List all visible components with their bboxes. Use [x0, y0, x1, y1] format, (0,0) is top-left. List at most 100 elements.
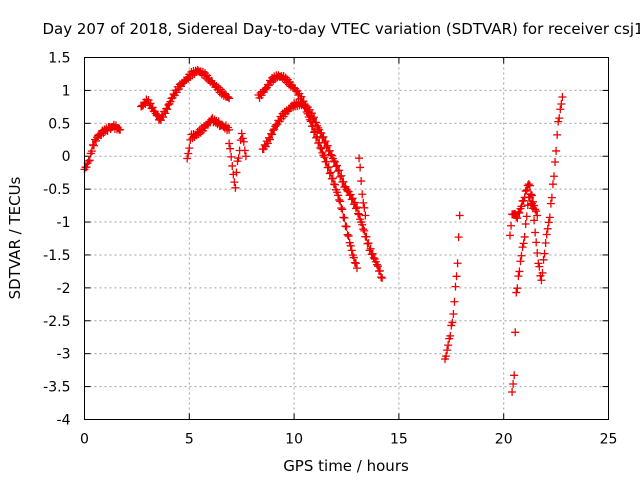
- data-point: [546, 199, 555, 208]
- data-point: [337, 204, 346, 213]
- data-point: [88, 140, 97, 149]
- data-point: [225, 94, 234, 103]
- data-point: [339, 177, 348, 186]
- data-point: [522, 186, 531, 195]
- series-arc-e: [254, 71, 361, 273]
- data-point: [329, 157, 338, 166]
- data-point: [451, 282, 460, 291]
- y-tick-label: -1: [57, 215, 71, 231]
- x-tick-label: 20: [495, 432, 513, 448]
- series-arc-b: [137, 65, 234, 125]
- data-point: [508, 387, 517, 396]
- data-point: [342, 222, 351, 231]
- data-point: [558, 92, 567, 101]
- y-tick-labels: -4 -3.5 -3 -2.5 -2 -1.5 -1 -0.5 0 0.5 1 1.5: [43, 51, 70, 429]
- data-point: [453, 259, 462, 268]
- data-point: [334, 167, 343, 176]
- data-point: [317, 144, 326, 153]
- data-point: [366, 244, 375, 253]
- data-point: [518, 243, 527, 252]
- data-point: [232, 168, 241, 177]
- y-tick-label: -3: [57, 347, 71, 363]
- series-arc-c: [183, 114, 234, 163]
- data-point: [526, 190, 535, 199]
- x-tick-label: 25: [600, 432, 618, 448]
- y-axis-label: SDTVAR / TECUs: [6, 176, 24, 299]
- data-point: [328, 174, 337, 183]
- data-point: [351, 259, 360, 268]
- data-point: [343, 230, 352, 239]
- data-point: [240, 146, 249, 155]
- data-point: [323, 141, 332, 150]
- data-point: [336, 197, 345, 206]
- plot-frame: [84, 57, 609, 420]
- data-point: [509, 380, 518, 389]
- y-tick-label: 0.5: [48, 116, 70, 132]
- data-point: [333, 161, 342, 170]
- data-point: [548, 180, 557, 189]
- data-point: [533, 211, 542, 220]
- data-point: [555, 114, 564, 123]
- data-point: [340, 213, 349, 222]
- y-tick-label: -2.5: [43, 314, 70, 330]
- data-point: [517, 251, 526, 260]
- data-point: [359, 225, 368, 234]
- x-tick-labels: 0 5 10 15 20 25: [80, 432, 617, 448]
- data-point: [338, 205, 347, 214]
- data-point: [521, 219, 530, 228]
- series-arc-d: [225, 129, 250, 192]
- data-point: [443, 346, 452, 355]
- data-point: [551, 158, 560, 167]
- data-point: [85, 156, 94, 165]
- data-point: [324, 163, 333, 172]
- data-point: [543, 224, 552, 233]
- data-point: [505, 231, 514, 240]
- data-point: [335, 166, 344, 175]
- data-point: [354, 209, 363, 218]
- series-arc-a: [80, 120, 125, 174]
- data-point: [454, 233, 463, 242]
- data-point: [531, 205, 540, 214]
- data-point: [320, 153, 329, 162]
- data-point: [297, 92, 306, 101]
- data-point: [519, 239, 528, 248]
- data-point: [161, 109, 170, 118]
- x-tick-label: 5: [185, 432, 194, 448]
- data-point: [89, 141, 98, 150]
- series-arc-j: [505, 180, 542, 240]
- data-point: [330, 180, 339, 189]
- data-point: [553, 130, 562, 139]
- data-point: [350, 198, 359, 207]
- data-point: [372, 260, 381, 269]
- data-point: [237, 129, 246, 138]
- data-point: [352, 264, 361, 273]
- data-point: [376, 266, 385, 275]
- data-point: [344, 232, 353, 241]
- data-point: [507, 221, 516, 230]
- data-point: [358, 220, 367, 229]
- data-point: [225, 139, 234, 148]
- data-point: [116, 125, 125, 134]
- data-point: [325, 146, 334, 155]
- data-point: [540, 249, 549, 258]
- data-point: [517, 202, 526, 211]
- data-point: [356, 163, 365, 172]
- data-point: [224, 93, 233, 102]
- data-point: [378, 273, 387, 282]
- data-point: [335, 195, 344, 204]
- data-point: [373, 262, 382, 271]
- y-tick-label: -4: [57, 413, 71, 429]
- data-point: [513, 284, 522, 293]
- data-point: [337, 171, 346, 180]
- y-tick-label: -1.5: [43, 248, 70, 264]
- data-point: [510, 371, 519, 380]
- data-point: [511, 328, 520, 337]
- data-point: [524, 180, 533, 189]
- data-point: [377, 273, 386, 282]
- data-point: [349, 253, 358, 262]
- data-point: [336, 172, 345, 181]
- data-point: [520, 193, 529, 202]
- data-point: [544, 218, 553, 227]
- data-point: [361, 211, 370, 220]
- data-point: [321, 137, 330, 146]
